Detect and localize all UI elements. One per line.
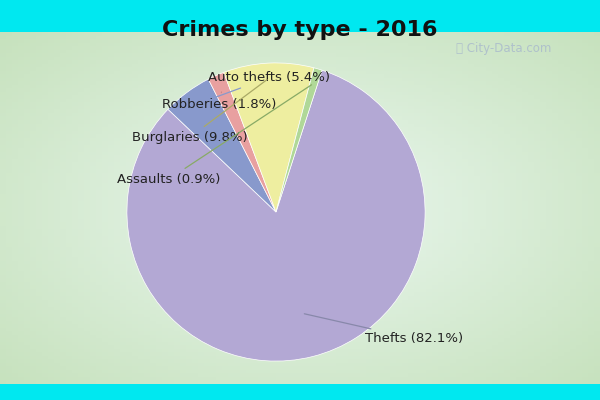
Wedge shape: [168, 79, 276, 212]
Text: Burglaries (9.8%): Burglaries (9.8%): [132, 80, 267, 144]
Wedge shape: [208, 72, 276, 212]
Text: Robberies (1.8%): Robberies (1.8%): [162, 92, 277, 111]
Wedge shape: [276, 68, 322, 212]
Wedge shape: [127, 70, 425, 361]
Text: ⓘ City-Data.com: ⓘ City-Data.com: [456, 42, 551, 55]
Text: Thefts (82.1%): Thefts (82.1%): [304, 314, 464, 345]
Text: Crimes by type - 2016: Crimes by type - 2016: [162, 20, 438, 40]
Wedge shape: [224, 63, 314, 212]
Text: Auto thefts (5.4%): Auto thefts (5.4%): [199, 71, 329, 104]
Text: Assaults (0.9%): Assaults (0.9%): [117, 85, 311, 186]
